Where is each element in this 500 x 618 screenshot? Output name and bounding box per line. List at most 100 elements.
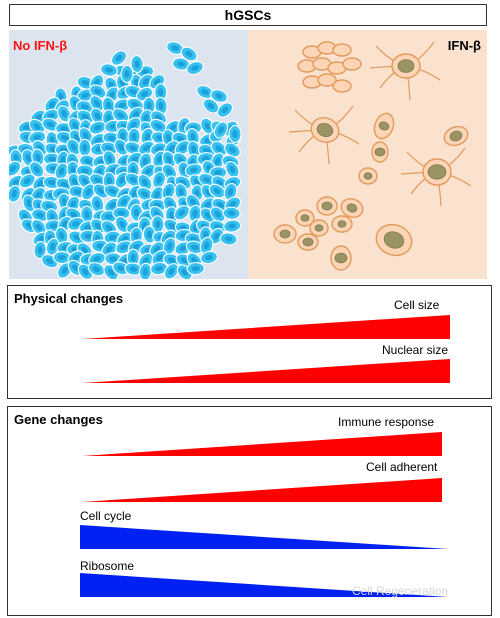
untreated-cell xyxy=(112,108,130,123)
treated-cell xyxy=(309,219,329,237)
treated-cell xyxy=(332,79,352,93)
nuclear-size-trend xyxy=(82,359,450,383)
untreated-cell xyxy=(152,171,166,189)
untreated-cell xyxy=(78,138,92,157)
untreated-cell xyxy=(22,194,37,213)
treated-cell xyxy=(273,224,297,244)
treated-cell xyxy=(375,223,413,257)
physical-changes-panel: Physical changes Cell size Nuclear size xyxy=(7,285,492,399)
untreated-cell xyxy=(213,121,229,139)
treated-cell xyxy=(288,105,360,165)
untreated-cell xyxy=(127,127,141,146)
untreated-cell xyxy=(138,262,153,279)
figure-title-text: hGSCs xyxy=(224,7,272,23)
cell-cycle-label: Cell cycle xyxy=(80,509,132,523)
untreated-cell xyxy=(210,89,228,103)
untreated-cell xyxy=(9,160,22,177)
gene-changes-title: Gene changes xyxy=(14,412,103,427)
treated-cell xyxy=(331,215,353,233)
untreated-cell xyxy=(151,249,168,266)
untreated-cell xyxy=(28,130,47,145)
untreated-cell xyxy=(163,263,180,279)
treated-cell xyxy=(332,43,352,57)
untreated-cell xyxy=(100,63,118,77)
untreated-cell xyxy=(90,195,105,213)
treated-cell xyxy=(330,245,352,271)
untreated-cell xyxy=(173,204,190,221)
untreated-cell xyxy=(90,107,105,125)
immune-response-trend xyxy=(82,432,442,456)
untreated-cell-cluster xyxy=(9,41,242,279)
untreated-cell xyxy=(9,184,21,203)
untreated-cell xyxy=(186,128,200,146)
untreated-cell xyxy=(210,140,228,157)
cell-adherent-trend xyxy=(82,478,442,502)
ribosome-label: Ribosome xyxy=(80,559,135,573)
untreated-cell xyxy=(41,117,60,132)
untreated-cell xyxy=(216,102,234,118)
untreated-cell xyxy=(186,61,204,75)
no-ifn-label: No IFN-β xyxy=(13,38,68,53)
untreated-cell xyxy=(150,261,169,276)
untreated-cell xyxy=(76,109,94,125)
untreated-cell xyxy=(89,95,105,112)
nuclear-size-label: Nuclear size xyxy=(382,343,449,357)
treated-cell xyxy=(373,112,395,140)
untreated-cell xyxy=(209,206,226,223)
gene-trend-graphics xyxy=(80,432,448,597)
physical-changes-title: Physical changes xyxy=(14,291,124,306)
untreated-cell xyxy=(174,183,188,201)
untreated-cell xyxy=(18,173,36,189)
untreated-cell xyxy=(228,124,242,144)
untreated-cell xyxy=(163,253,181,268)
untreated-cell xyxy=(102,150,117,168)
treated-cell xyxy=(342,57,362,71)
treated-cell xyxy=(340,198,364,218)
treated-cell xyxy=(443,125,469,147)
untreated-cell xyxy=(67,216,85,231)
figure-title: hGSCs xyxy=(9,4,487,26)
untreated-cell xyxy=(112,206,131,220)
untreated-cell xyxy=(223,219,242,233)
treated-cells xyxy=(273,41,472,271)
treated-cell xyxy=(317,73,337,87)
untreated-cell xyxy=(130,54,144,74)
immune-response-label: Immune response xyxy=(338,415,435,429)
untreated-cell xyxy=(54,162,69,181)
untreated-cell xyxy=(42,175,61,190)
ribosome-trend xyxy=(80,573,448,597)
cell-adherent-label: Cell adherent xyxy=(366,460,438,474)
untreated-cell xyxy=(54,226,69,245)
untreated-cell xyxy=(120,64,134,84)
cell-cycle-trend xyxy=(80,525,448,549)
untreated-cell xyxy=(33,241,47,260)
untreated-cell xyxy=(174,140,191,156)
treated-cell xyxy=(369,41,441,101)
untreated-cell xyxy=(52,250,72,265)
untreated-cell xyxy=(154,96,168,115)
treated-cell xyxy=(316,196,338,216)
untreated-cell xyxy=(224,142,241,158)
cell-size-trend xyxy=(82,315,450,339)
physical-trend-graphics xyxy=(82,315,450,383)
untreated-cell xyxy=(186,262,205,276)
untreated-cell xyxy=(110,50,128,66)
treated-cell xyxy=(358,167,378,185)
cell-morphology-panel: No IFN-β IFN-β xyxy=(9,30,487,279)
untreated-cell xyxy=(222,206,241,220)
untreated-cell xyxy=(124,262,143,276)
untreated-cell xyxy=(199,236,214,255)
untreated-cell xyxy=(57,105,72,123)
cell-size-label: Cell size xyxy=(394,298,440,312)
gene-changes-panel: Gene changes Immune response Cell adhere… xyxy=(7,406,492,616)
untreated-cell xyxy=(202,98,220,114)
untreated-cell xyxy=(114,215,130,233)
watermark: Cell Regeneration xyxy=(352,584,449,598)
untreated-cell xyxy=(200,250,218,265)
untreated-cell xyxy=(66,138,82,156)
treated-cell xyxy=(400,147,472,207)
treated-cell xyxy=(297,233,319,251)
ifn-label: IFN-β xyxy=(447,38,481,53)
treated-cell xyxy=(295,209,315,227)
untreated-cell xyxy=(101,96,116,115)
